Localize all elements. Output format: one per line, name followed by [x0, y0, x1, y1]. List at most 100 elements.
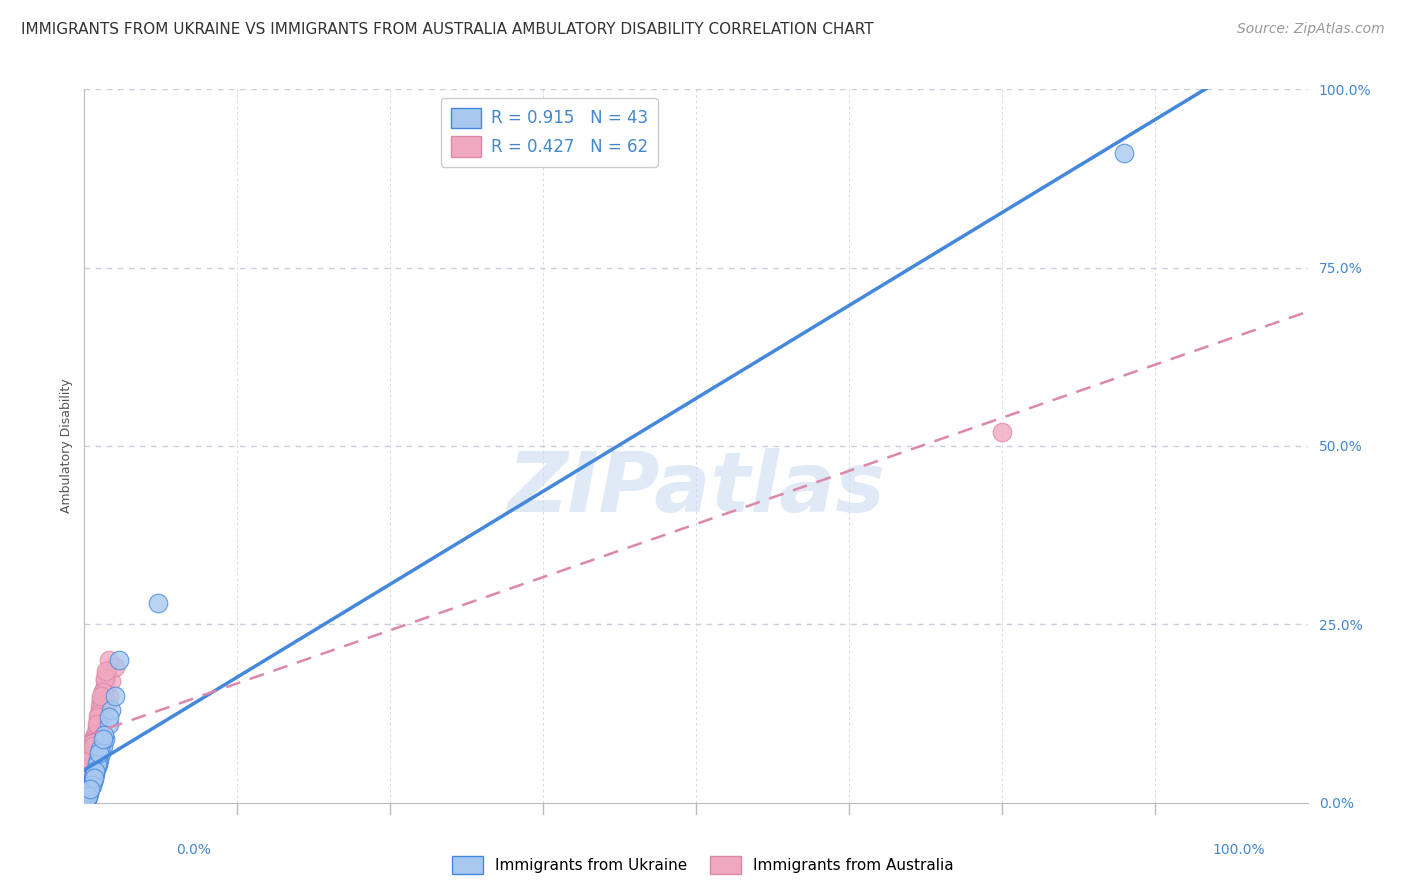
- Point: [97, 689, 120, 703]
- Point: [86, 724, 108, 739]
- Point: [87, 717, 110, 731]
- Point: [80, 749, 103, 764]
- Point: [84, 731, 107, 746]
- Point: [93, 681, 115, 696]
- Point: [86, 721, 108, 735]
- Point: [77, 771, 100, 785]
- Point: [82, 746, 104, 760]
- Point: [86, 724, 108, 739]
- Point: [89, 703, 111, 717]
- Point: [100, 674, 122, 689]
- Point: [146, 596, 169, 610]
- Point: [79, 760, 101, 774]
- Point: [77, 785, 100, 799]
- Point: [80, 778, 103, 792]
- Point: [77, 767, 100, 781]
- Point: [84, 731, 107, 746]
- Point: [83, 739, 105, 753]
- Text: 0.0%: 0.0%: [176, 843, 211, 857]
- Point: [87, 714, 110, 728]
- Point: [84, 728, 107, 742]
- Point: [77, 789, 100, 803]
- Point: [80, 778, 103, 792]
- Point: [91, 739, 114, 753]
- Point: [90, 696, 112, 710]
- Point: [97, 696, 120, 710]
- Point: [77, 764, 100, 778]
- Point: [87, 753, 110, 767]
- Point: [107, 653, 129, 667]
- Point: [82, 742, 104, 756]
- Point: [77, 789, 100, 803]
- Point: [91, 689, 114, 703]
- Point: [991, 425, 1014, 439]
- Text: IMMIGRANTS FROM UKRAINE VS IMMIGRANTS FROM AUSTRALIA AMBULATORY DISABILITY CORRE: IMMIGRANTS FROM UKRAINE VS IMMIGRANTS FR…: [21, 22, 873, 37]
- Text: ZIPatlas: ZIPatlas: [508, 449, 884, 529]
- Point: [76, 781, 98, 796]
- Point: [89, 742, 111, 756]
- Point: [96, 664, 118, 678]
- Point: [93, 728, 115, 742]
- Point: [79, 781, 101, 796]
- Point: [79, 753, 101, 767]
- Point: [77, 767, 100, 781]
- Point: [82, 742, 104, 756]
- Point: [94, 674, 117, 689]
- Point: [77, 774, 100, 789]
- Point: [104, 660, 127, 674]
- Point: [83, 767, 105, 781]
- Point: [87, 706, 110, 721]
- Point: [90, 692, 112, 706]
- Text: Source: ZipAtlas.com: Source: ZipAtlas.com: [1237, 22, 1385, 37]
- Point: [82, 739, 104, 753]
- Point: [84, 767, 107, 781]
- Point: [87, 753, 110, 767]
- Point: [87, 756, 110, 771]
- Point: [80, 753, 103, 767]
- Point: [86, 756, 108, 771]
- Point: [89, 699, 111, 714]
- Point: [94, 731, 117, 746]
- Point: [90, 689, 112, 703]
- Point: [80, 753, 103, 767]
- Point: [91, 685, 114, 699]
- Point: [77, 781, 100, 796]
- Point: [97, 717, 120, 731]
- Point: [84, 764, 107, 778]
- Point: [79, 781, 101, 796]
- Point: [76, 792, 98, 806]
- Point: [79, 778, 101, 792]
- Point: [79, 760, 101, 774]
- Legend: R = 0.915   N = 43, R = 0.427   N = 62: R = 0.915 N = 43, R = 0.427 N = 62: [440, 97, 658, 167]
- Point: [77, 785, 100, 799]
- Point: [87, 746, 110, 760]
- Point: [91, 731, 114, 746]
- Point: [90, 746, 112, 760]
- Point: [80, 746, 103, 760]
- Point: [82, 746, 104, 760]
- Point: [77, 785, 100, 799]
- Point: [86, 760, 108, 774]
- Point: [75, 789, 97, 803]
- Point: [87, 710, 110, 724]
- Point: [100, 703, 122, 717]
- Legend: Immigrants from Ukraine, Immigrants from Australia: Immigrants from Ukraine, Immigrants from…: [446, 850, 960, 880]
- Point: [1114, 146, 1136, 161]
- Point: [83, 739, 105, 753]
- Point: [82, 774, 104, 789]
- Point: [79, 781, 101, 796]
- Point: [87, 710, 110, 724]
- Point: [77, 771, 100, 785]
- Point: [87, 706, 110, 721]
- Point: [77, 774, 100, 789]
- Point: [83, 771, 105, 785]
- Y-axis label: Ambulatory Disability: Ambulatory Disability: [60, 379, 73, 513]
- Point: [83, 731, 105, 746]
- Point: [104, 689, 127, 703]
- Point: [83, 771, 105, 785]
- Point: [91, 685, 114, 699]
- Point: [96, 667, 118, 681]
- Point: [80, 774, 103, 789]
- Point: [97, 710, 120, 724]
- Point: [84, 728, 107, 742]
